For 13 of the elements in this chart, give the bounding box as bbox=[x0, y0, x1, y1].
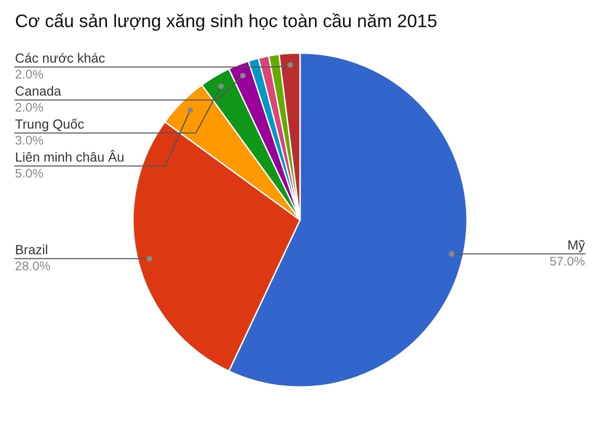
slice-label: Trung Quốc bbox=[15, 118, 84, 132]
slice-label: Mỹ bbox=[568, 240, 585, 252]
slice-label: Các nước khác bbox=[16, 52, 105, 63]
chart-title: Cơ cấu sản lượng xăng sinh học toàn cầu năm 2015 bbox=[16, 13, 436, 31]
data-label: 28.0% bbox=[16, 261, 50, 270]
data-label: 5.0% bbox=[16, 168, 44, 178]
slice-label: Liên minh châu Âu bbox=[16, 150, 124, 162]
data-label: 3.0% bbox=[15, 136, 44, 145]
data-label: 2.0% bbox=[16, 102, 44, 112]
data-label: 57.0% bbox=[550, 256, 585, 266]
slice-label: Brazil bbox=[16, 244, 48, 254]
slice-label: Canada bbox=[16, 86, 62, 96]
data-label: 2.0% bbox=[16, 70, 44, 79]
